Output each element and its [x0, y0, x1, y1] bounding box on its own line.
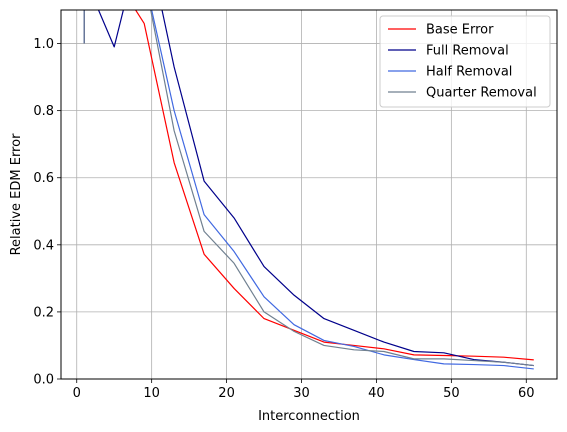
legend-label: Half Removal: [426, 65, 512, 80]
series-line-2: [83, 10, 534, 367]
legend-label: Full Removal: [426, 44, 509, 59]
x-tick-label: 60: [518, 386, 535, 401]
y-axis: 0.0 0.2 0.4 0.6 0.8 1.0: [33, 37, 61, 388]
y-tick-label: 0.2: [33, 305, 54, 320]
y-tick-label: 1.0: [33, 37, 54, 52]
series-line-1: [83, 10, 534, 361]
legend-box: [379, 15, 551, 108]
y-tick-label: 0.6: [33, 171, 54, 186]
y-tick-label: 0.8: [33, 104, 54, 119]
series-line-3: [83, 10, 534, 370]
y-tick-label: 0.0: [33, 373, 54, 388]
legend: Base Error Full Removal Half Removal Quarte…: [379, 15, 551, 108]
series-line-4: [83, 10, 534, 367]
x-axis: 0 10 20 30 40 50 60: [73, 379, 535, 401]
x-tick-label: 10: [143, 386, 160, 401]
legend-label: Quarter Removal: [426, 86, 537, 101]
x-axis-label: Interconnection: [258, 409, 360, 424]
x-tick-label: 30: [293, 386, 310, 401]
legend-label: Base Error: [426, 23, 494, 38]
plot-frame: [60, 9, 558, 380]
y-tick-label: 0.4: [33, 238, 54, 253]
x-tick-label: 50: [443, 386, 460, 401]
y-axis-label: Relative EDM Error: [9, 133, 24, 255]
series-layer: [83, 10, 534, 370]
x-tick-label: 20: [218, 386, 235, 401]
x-tick-label: 0: [73, 386, 81, 401]
x-tick-label: 40: [368, 386, 385, 401]
